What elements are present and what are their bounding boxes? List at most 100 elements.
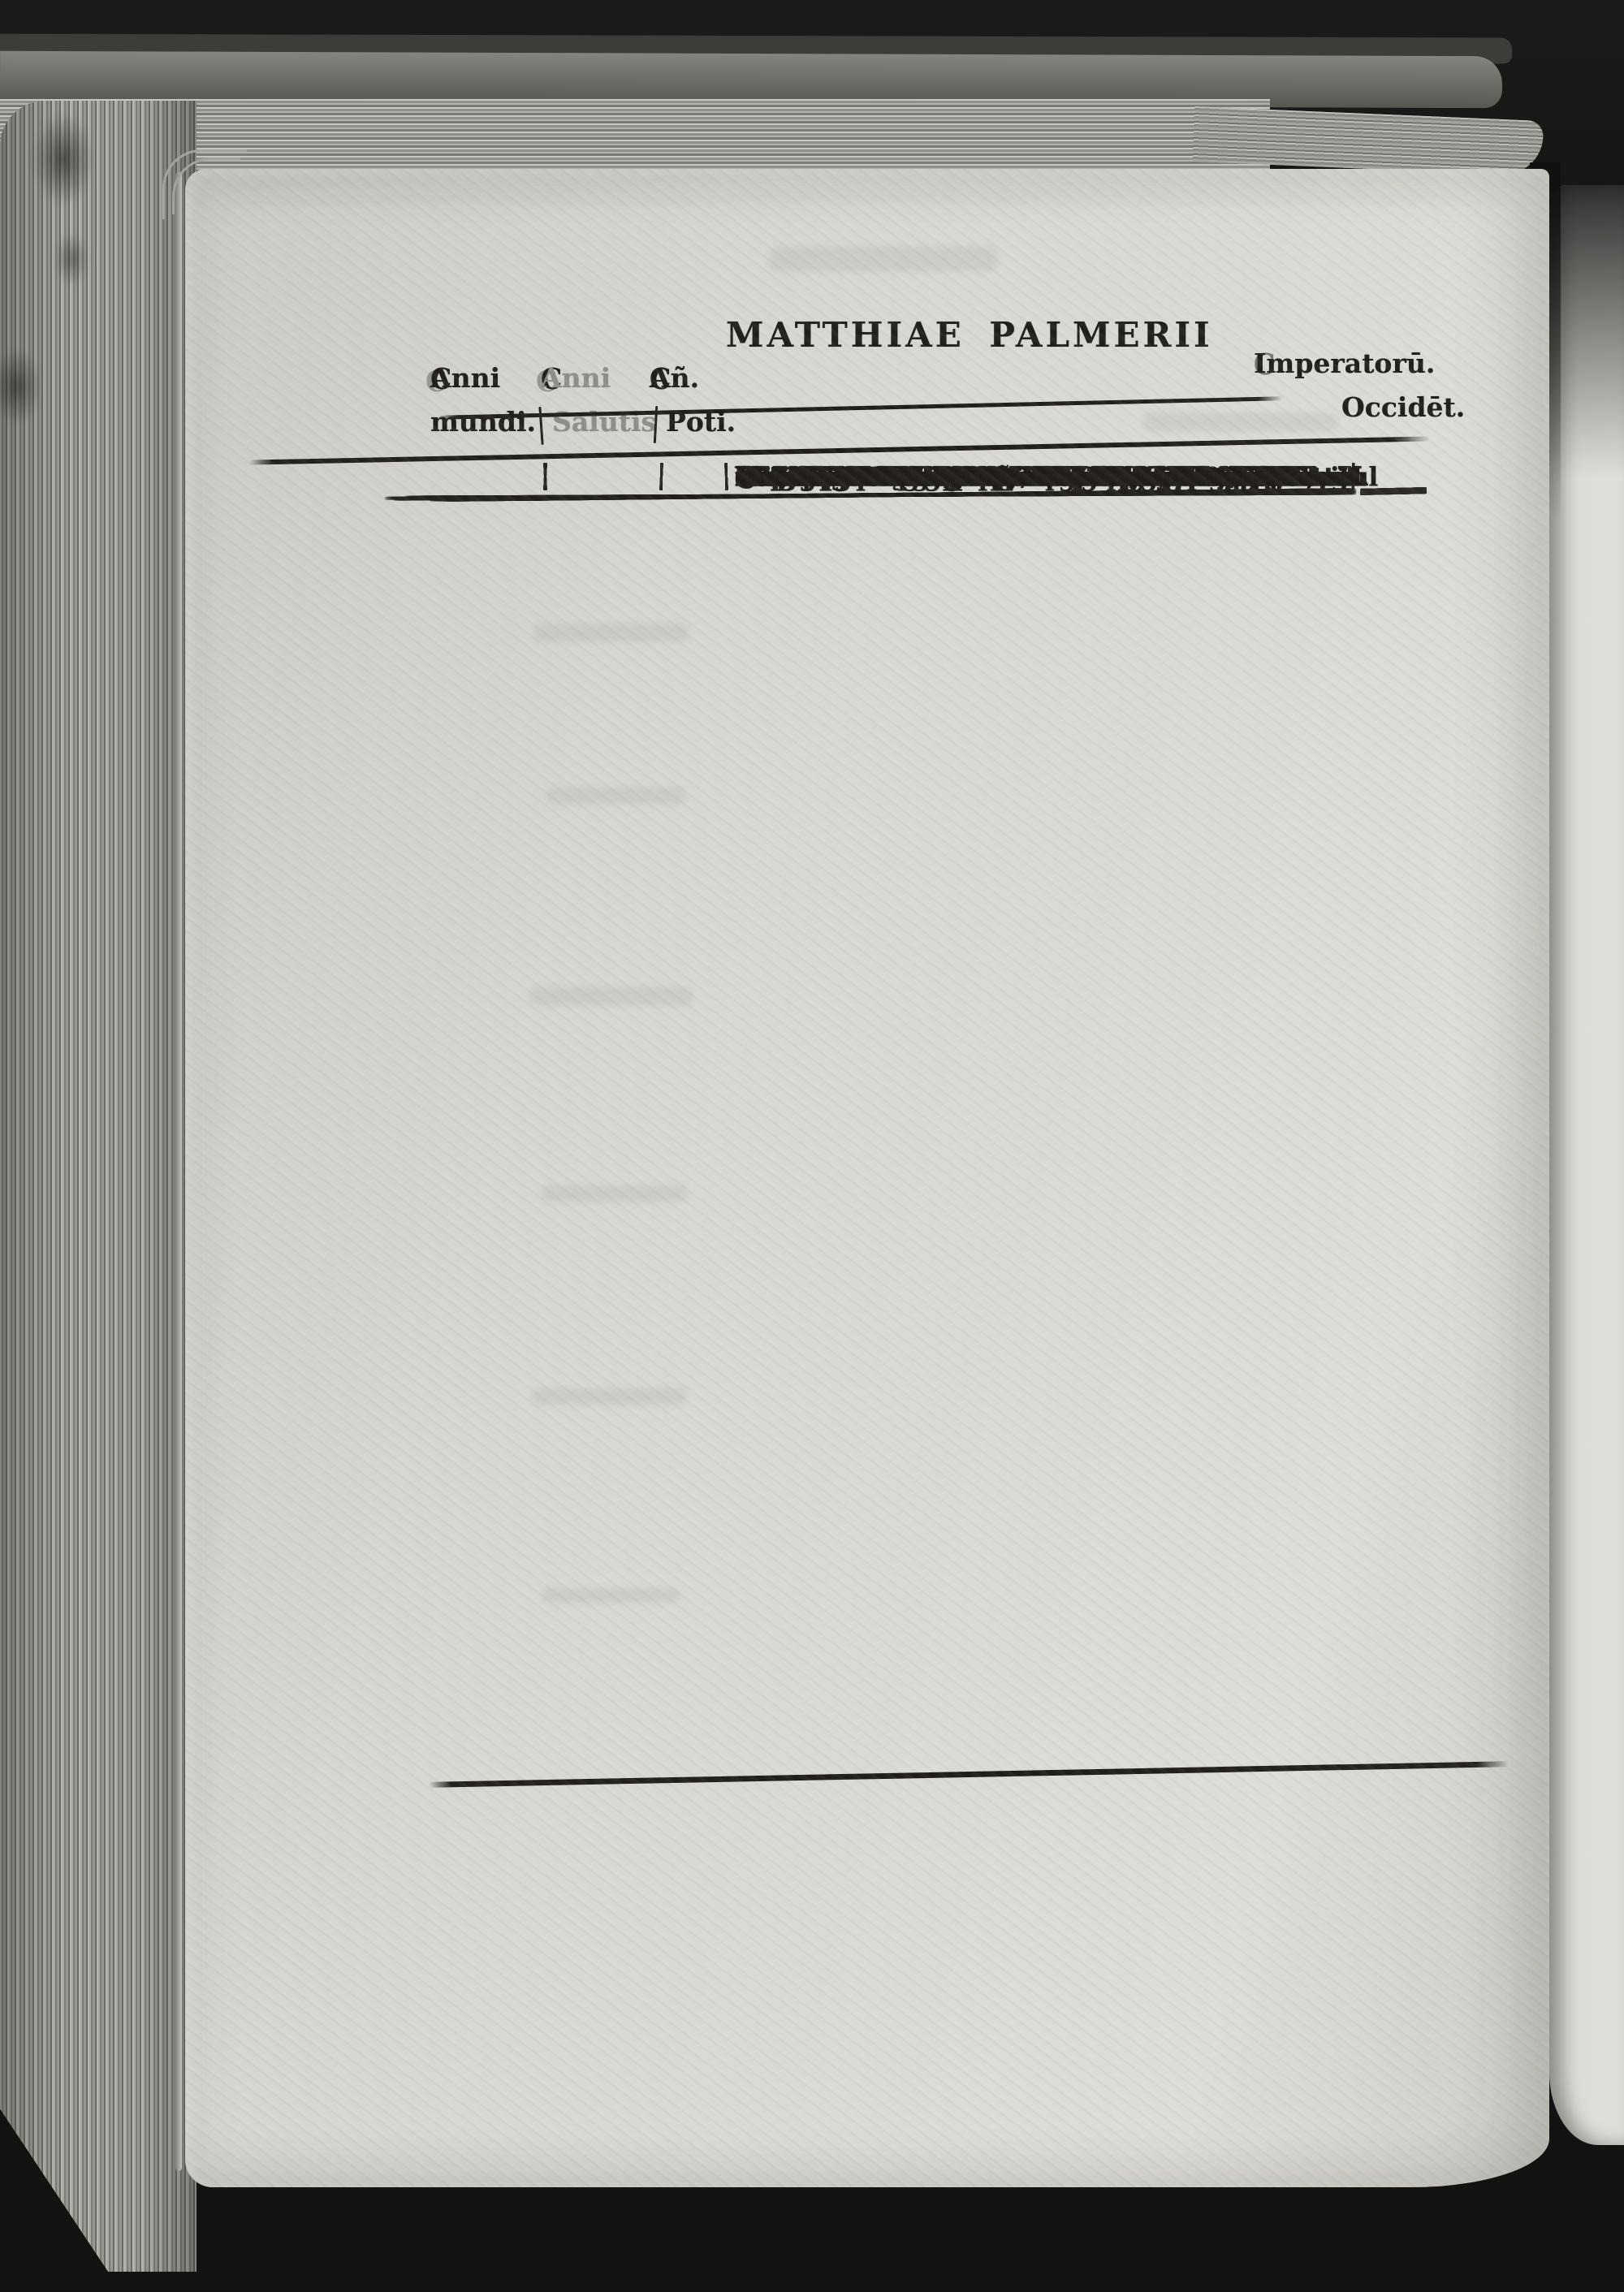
entry-line-text: In Gallijs magnum belli incendium inter (735, 462, 1294, 492)
column-divider-tick (544, 463, 546, 490)
column-header-anni-mundi-line2: mundi. (430, 406, 537, 438)
entry-line-text: ſolēnia Borſum Eſtēſem Ferrarię ducē iſt… (735, 462, 1357, 492)
table-row: tum deiecta mole inſtaurat ampliatqʒ. (185, 457, 1549, 500)
column-header-text: Imperatorū. (1254, 347, 1436, 379)
stacked-page-corner (172, 158, 240, 214)
capitulum-mark-icon: C (650, 361, 672, 396)
table-row: ab oſtio Tanais peruenerūt magnā frequen… (185, 457, 1549, 499)
table-row: atqʒ mox ducali apparatu ſplēdide ornaui… (185, 457, 1549, 502)
table-row: C Nicolaus Chanalis præfectus claſſis adu… (185, 457, 1549, 502)
entry-line-text: Chriſti matris ſimulachrū lōgo ābitu ad … (735, 462, 1320, 492)
table-row: Ludouicū regē & Carolū Burgūdionū ducē (185, 457, 1549, 499)
table-row: febre aſſumptus/Barchinione extinguitur. (185, 457, 1549, 501)
entry-line-text: ſet/vinctus Venetias deducit:& in exiliū… (735, 462, 1355, 492)
table-row: donatqʒ veſtib⁹/pileo/ſceptro/torque/pal… (185, 457, 1549, 500)
entry-line-text: donatqʒ veſtib⁹/pileo/ſceptro/torque/pal… (735, 462, 1317, 492)
table-row: Chriſti matris ſimulachrū lōgo ābitu ad … (185, 457, 1549, 500)
entry-line-text: ab oſtio Tanais peruenerūt magnā frequen… (735, 462, 1351, 492)
table-row: dionum ducem ſe recepit. (185, 457, 1549, 499)
row-rule-right (1359, 486, 1427, 491)
showthrough-smudge (541, 1185, 687, 1202)
table-row: ſet/vinctus Venetias deducit:& in exiliū… (185, 457, 1549, 502)
entry-line-text: dam Turcarū littora mittunt in ea trirem… (735, 462, 1326, 492)
entry-line-text: tum deiecta mole inſtaurat ampliatqʒ. (735, 462, 1263, 492)
paragraph-mark: C (735, 460, 756, 495)
stacked-page-corner (162, 149, 247, 219)
showthrough-smudge (533, 1388, 687, 1405)
capitulum-mark-icon: C (541, 361, 563, 396)
table-row: Martianas ędes freq̃nti ſenatu deduci cu… (185, 457, 1549, 499)
entry-line-text: atq; Venetos initum in Turcas fœdus. (735, 462, 1246, 492)
paragraph-mark: C (735, 460, 756, 495)
table-row: tēqʒ pplo defenſuri aduerſus Turcarū arm… (185, 457, 1549, 502)
entry-line-text: in eius locum Petrus Mocenicus pręficitu… (735, 462, 1326, 492)
entry-line-text: be pfecti terreſtri itinere captā vrbē h… (735, 462, 1378, 492)
showthrough-smudge (770, 247, 997, 271)
entry-line-text: Martianas ędes freq̃nti ſenatu deduci cu… (735, 462, 1370, 492)
column-header-text: Anni (430, 362, 501, 394)
table-row: C Comes Doueruich Britāniā ingreſſ⁹ inſul… (185, 457, 1549, 499)
capitulum-mark-icon: C (430, 361, 452, 396)
paragraph-mark: C (735, 460, 756, 495)
book-page: MATTHIAE PALMERII C Anni mundi. C Anni Sal… (185, 169, 1549, 2187)
ink-stain (0, 347, 42, 425)
paragraph-mark: C (735, 460, 756, 495)
column-divider-tick (724, 462, 728, 491)
paragraph-mark: C (735, 460, 756, 495)
entry-line-text: ſa in ſenatu fama qʒ Chalchidi non ſub u… (735, 462, 1350, 492)
entry-line-text: Nicolaus Chanalis præfectus claſſis adue… (735, 462, 1315, 492)
paragraph-mark: C (735, 460, 756, 495)
table-row: in eius locum Petrus Mocenicus pręficitu… (185, 457, 1549, 501)
facing-page-sliver (1549, 185, 1624, 2145)
page-stack-fore-edge (0, 101, 197, 2272)
column-header-text: Anni (541, 362, 611, 394)
showthrough-smudge (534, 624, 689, 641)
table-row: C Veneti claſſem nauiū.60.inſtructā ad if… (185, 457, 1549, 501)
entry-line-text: Veneti claſſem nauiū.60.inſtructā ad ife… (735, 462, 1321, 492)
showthrough-smudge (546, 788, 685, 804)
entry-line-text: Menſe Februarij inter Ferdinandum regē (735, 462, 1300, 492)
table-row: C Mathias Pānoniæ rex: Boemos magno prę (185, 457, 1549, 499)
entry-line-text: Comes Doueruich Britāniā ingreſſ⁹ inſulā (735, 462, 1308, 492)
showthrough-smudge (530, 987, 693, 1005)
entry-line-text: obtinuit:deficientibus ad ſe pręfectis E… (735, 462, 1336, 492)
capitulum-mark-icon: C (1254, 347, 1276, 382)
paragraph-mark: C (735, 460, 756, 495)
table-row: C Ferdinādus Neapolitan⁹ rex ſuę vrbis po… (185, 457, 1549, 499)
chronicle-rows: Chriſti matris ſimulachrū lōgo ābitu ad … (185, 457, 1549, 1759)
entry-line-text: Mathias Pānoniæ rex: Boemos magno prę (735, 462, 1315, 492)
entry-line-text: di regis qui cū paucis cōſcenſa naui ad … (735, 462, 1367, 492)
column-divider-tick (660, 463, 663, 490)
entry-line-text: Ioannes Andegauenſis regis Regnati filiu… (735, 462, 1317, 492)
entry-line-text: teranēſem eccleſiam inceſſit. (735, 462, 1137, 492)
entry-line-text: Ferdinādus Neapolitan⁹ rex ſuę vrbis por… (735, 462, 1320, 492)
entry-line-text: Milites.150.a Genua Luguſtici littoris v… (735, 462, 1288, 492)
column-header-text: Añ. (650, 362, 700, 394)
table-row: be pfecti terreſtri itinere captā vrbē h… (185, 457, 1549, 502)
entry-line-text: tēqʒ pplo defenſuri aduerſus Turcarū arm… (735, 462, 1337, 492)
ink-stain (32, 112, 94, 206)
table-row: obtinuit:deficientibus ad ſe pręfectis E… (185, 457, 1549, 500)
paragraph-mark: C (735, 460, 756, 495)
ink-stain (54, 232, 89, 286)
entry-line-text: febre aſſumptus/Barchinione extinguitur. (735, 462, 1309, 492)
paragraph-mark: C (735, 460, 756, 495)
showthrough-smudge (542, 1588, 680, 1603)
table-row: ſolēnia Borſum Eſtēſem Ferrarię ducē iſt… (185, 457, 1549, 499)
entry-line-text: lio affligit. (735, 462, 881, 492)
table-row: C Menſe Februarij inter Ferdinandum regē (185, 457, 1549, 501)
row-right-border-tick (1352, 463, 1354, 490)
page-title: MATTHIAE PALMERII (726, 315, 1213, 355)
entry-line-text: Pontifex Paulus Idibus Aprilis inter ſac… (735, 462, 1302, 492)
table-row: C In Gallijs magnum belli incendium inter (185, 457, 1549, 502)
table-closing-rule (429, 1761, 1509, 1788)
entry-line-text: atqʒ mox ducali apparatu ſplēdide ornaui… (735, 462, 1362, 492)
showthrough-smudge (1143, 412, 1338, 432)
entry-line-text: dionum ducem ſe recepit. (735, 462, 1092, 492)
entry-line-text: 6020.onerariæ fuerunt. (735, 462, 1061, 492)
facing-page-shadow (1549, 185, 1624, 477)
table-row: di regis qui cū paucis cōſcenſa naui ad … (185, 457, 1549, 502)
table-row: atq; Venetos initum in Turcas fœdus. (185, 457, 1549, 499)
paragraph-mark: C (735, 460, 756, 495)
